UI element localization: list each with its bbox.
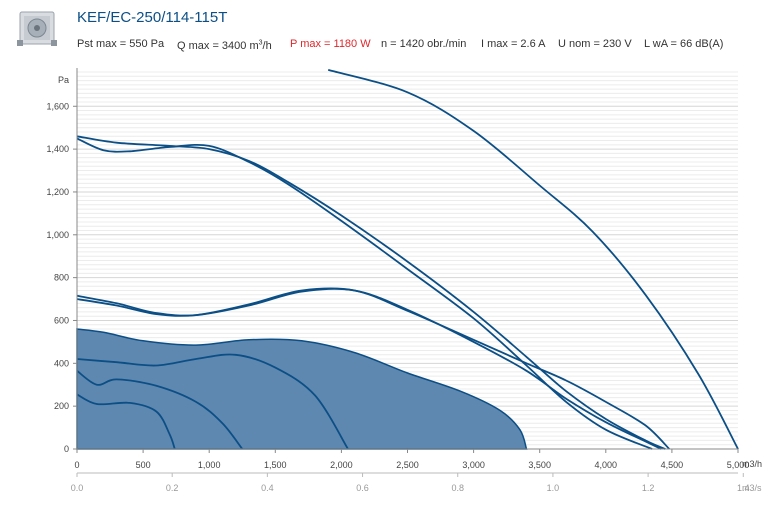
x-tick-label: 2,500 [396,460,419,470]
x2-tick-label: 0.4 [261,483,274,493]
spec-q-max-text: Q max = 3400 m [177,40,259,52]
series-curve-6 [76,353,349,450]
tick-labels: 0 200 400 600 800 1,000 1,200 1,400 1,600 0 500 1,0… [46,101,749,493]
series-curve-2 [76,137,653,450]
x2-tick-label: 1.0 [547,483,560,493]
x-tick-label: 0 [74,460,79,470]
x-tick-label: 3,500 [528,460,551,470]
x-tick-label: 5,000 [727,460,750,470]
spec-i-max: I max = 2.6 A [481,38,546,50]
x-tick-label: 500 [136,460,151,470]
series-curves [76,69,739,450]
series-curve-5 [327,69,739,450]
x2-tick-label: 1.2 [642,483,655,493]
y-tick-label: 1,400 [46,144,69,154]
x2-tick-label: 0.8 [451,483,464,493]
x2-tick-label: 0.2 [166,483,179,493]
operating-area-fill [76,328,528,450]
x-tick-label: 3,000 [462,460,485,470]
x-tick-label: 1,000 [198,460,221,470]
spec-q-max-sup: 3 [258,39,263,47]
y-tick-label: 0 [64,444,69,454]
x-tick-label: 4,000 [595,460,618,470]
x2-tick-label: 0.0 [71,483,84,493]
y-tick-label: 600 [54,315,69,325]
series-curve-7 [76,370,244,450]
y-tick-label: 400 [54,358,69,368]
x-tick-label: 2,000 [330,460,353,470]
x-axis-label: m3/h [742,459,762,469]
spec-rpm: n = 1420 obr./min [381,38,467,50]
spec-q-max-unit: /h [262,40,272,52]
series-curve-8 [76,393,176,450]
x-tick-label: 4,500 [661,460,684,470]
y-tick-label: 1,200 [46,187,69,197]
y-tick-label: 1,000 [46,230,69,240]
y-tick-label: 200 [54,401,69,411]
spec-pst-max: Pst max = 550 Pa [77,38,165,50]
x2-tick-label: 0.6 [356,483,369,493]
series-curve-4 [76,287,662,450]
fan-box-icon [17,11,57,46]
x2-axis-label: m3/s [742,483,762,493]
x2-tick-label: 1.4 [737,483,750,493]
y-axis-label: Pa [58,75,69,85]
y-tick-label: 1,600 [46,101,69,111]
x-tick-label: 1,500 [264,460,287,470]
spec-p-max: P max = 1180 W [290,38,371,50]
product-title: KEF/EC-250/114-115T [77,9,228,26]
spec-q-max: Q max = 3400 m3/h [177,39,272,52]
spec-lwa: L wA = 66 dB(A) [644,38,724,50]
spec-u-nom: U nom = 230 V [558,38,632,50]
y-tick-label: 800 [54,273,69,283]
